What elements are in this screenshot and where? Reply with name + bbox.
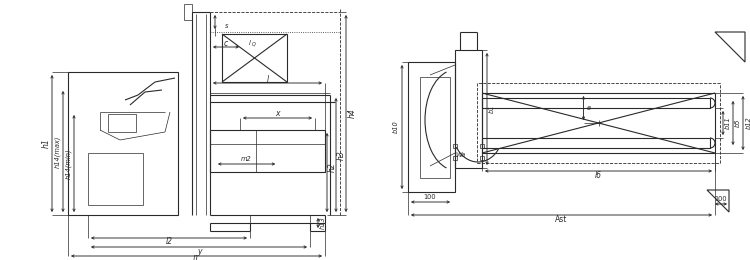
Text: b12: b12 (746, 117, 750, 129)
Bar (88, 153, 143, 205)
Text: l6: l6 (595, 171, 602, 179)
Bar (108, 114, 136, 132)
Text: 100: 100 (715, 196, 728, 202)
Text: y: y (196, 246, 201, 256)
Bar (482, 93, 715, 153)
Text: h4: h4 (347, 109, 356, 118)
Text: b5: b5 (735, 119, 741, 127)
Bar (482, 98, 710, 108)
Text: l1: l1 (193, 256, 200, 260)
Bar (480, 156, 484, 160)
Text: b11: b11 (725, 117, 731, 129)
Bar (482, 138, 710, 148)
Bar (68, 72, 178, 215)
Text: l2: l2 (166, 237, 172, 246)
Text: x: x (275, 109, 280, 119)
Text: h14(max): h14(max) (55, 135, 62, 168)
Text: Ast: Ast (555, 216, 568, 224)
Text: b10: b10 (393, 121, 399, 133)
Text: Wa: Wa (455, 152, 465, 158)
Text: h2: h2 (328, 162, 337, 172)
Bar (408, 62, 455, 192)
Bar (480, 144, 484, 148)
Text: m2: m2 (241, 156, 251, 162)
Text: s: s (225, 23, 229, 29)
Text: l: l (266, 75, 268, 83)
Text: h14(min): h14(min) (66, 148, 72, 179)
Text: b1: b1 (489, 105, 495, 113)
Text: e: e (586, 105, 590, 111)
Text: l: l (249, 40, 251, 46)
Text: Q: Q (252, 42, 256, 47)
Text: c: c (224, 38, 228, 48)
Text: 100: 100 (424, 194, 436, 200)
Bar (420, 77, 450, 178)
Text: h3: h3 (337, 150, 346, 160)
Text: h13: h13 (320, 217, 326, 229)
Bar (453, 144, 457, 148)
Bar (455, 50, 482, 168)
Bar (222, 34, 287, 82)
Bar (210, 130, 325, 172)
Bar (184, 4, 192, 20)
Bar (453, 156, 457, 160)
Text: h1: h1 (41, 139, 50, 148)
